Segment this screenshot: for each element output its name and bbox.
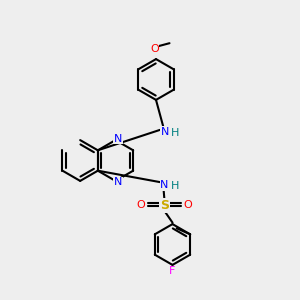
Text: O: O — [183, 200, 192, 211]
Text: N: N — [114, 177, 122, 187]
Text: S: S — [160, 199, 169, 212]
Text: N: N — [114, 134, 122, 144]
Text: F: F — [169, 266, 176, 277]
Text: O: O — [150, 44, 159, 55]
Text: H: H — [171, 128, 179, 138]
Text: N: N — [161, 127, 169, 137]
Text: H: H — [171, 181, 179, 191]
Text: O: O — [136, 200, 146, 211]
Text: N: N — [160, 180, 169, 190]
